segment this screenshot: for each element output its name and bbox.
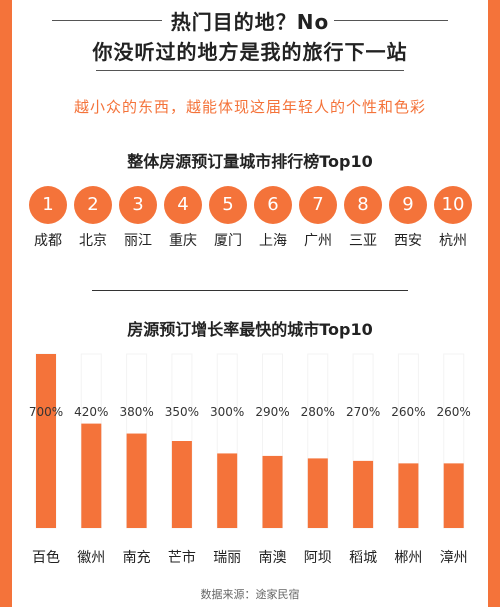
category-label: 百色 [32, 549, 60, 566]
bar-value-label: 300% [210, 405, 244, 419]
category-label: 漳州 [440, 549, 468, 566]
section-divider [92, 290, 408, 291]
ranking-item: 6 上海 [251, 186, 295, 250]
category-label: 郴州 [394, 550, 422, 566]
data-source: 数据来源：途家民宿 [200, 588, 300, 601]
page-title-line1: 热门目的地？No [170, 10, 330, 34]
bar [307, 458, 328, 528]
rank-badge: 4 [164, 186, 202, 224]
bar-value-label: 280% [301, 405, 335, 419]
title-rule-right [334, 20, 448, 21]
rank-badge: 5 [209, 186, 247, 224]
bar-value-label: 260% [437, 405, 471, 419]
rank-city-label: 杭州 [439, 233, 467, 249]
bar [36, 354, 56, 528]
rank-city-label: 西安 [394, 233, 422, 249]
rank-city-label: 三亚 [349, 233, 377, 249]
ranking-item: 1 成都 [26, 186, 70, 250]
category-label: 瑞丽 [213, 550, 241, 566]
category-label: 芒市 [168, 549, 196, 566]
bar [81, 423, 102, 528]
page-subtitle: 越小众的东西，越能体现这届年轻人的个性和色彩 [73, 98, 426, 116]
ranking-item: 10 杭州 [431, 186, 475, 250]
bar-value-label: 290% [255, 405, 289, 419]
bar [171, 441, 192, 528]
bar [262, 455, 283, 528]
bar [217, 453, 238, 528]
rank-badge: 2 [74, 186, 112, 224]
ranking-title: 整体房源预订量城市排行榜Top10 [127, 152, 373, 171]
bar [398, 463, 419, 528]
rank-city-label: 重庆 [169, 233, 197, 249]
category-label: 南澳 [259, 550, 287, 566]
ranking-item: 5 厦门 [206, 186, 250, 250]
ranking-item: 3 丽江 [116, 186, 160, 250]
rank-city-label: 上海 [259, 233, 287, 249]
growth-chart-title: 房源预订增长率最快的城市Top10 [127, 320, 373, 339]
bar-value-label: 380% [119, 405, 153, 419]
rank-badge: 10 [434, 186, 472, 224]
rank-city-label: 成都 [34, 233, 62, 249]
ranking-item: 2 北京 [71, 186, 115, 250]
bar [353, 460, 374, 528]
rank-city-label: 广州 [304, 233, 332, 249]
category-label: 稻城 [349, 550, 377, 566]
rank-city-label: 丽江 [124, 233, 152, 249]
rank-city-label: 厦门 [214, 233, 242, 249]
category-label: 阿坝 [304, 550, 332, 566]
ranking-item: 7 广州 [296, 186, 340, 250]
title-underline [96, 70, 404, 71]
page-title-line2: 你没听过的地方是我的旅行下一站 [92, 40, 408, 64]
bar-value-label: 270% [346, 405, 380, 419]
ranking-list: 1 成都 2 北京 3 丽江 4 重庆 5 厦门 6 上海 7 广州 8 三亚 [26, 186, 474, 258]
rank-badge: 6 [254, 186, 292, 224]
title-rule-left [52, 20, 162, 21]
rank-badge: 7 [299, 186, 337, 224]
bar [443, 463, 464, 528]
category-label: 徽州 [77, 550, 105, 566]
rank-city-label: 北京 [79, 233, 107, 249]
rank-badge: 8 [344, 186, 382, 224]
bar-value-label: 260% [391, 405, 425, 419]
rank-badge: 3 [119, 186, 157, 224]
bar-value-label: 420% [74, 405, 108, 419]
ranking-item: 8 三亚 [341, 186, 385, 250]
bar-value-label: 700% [29, 405, 63, 419]
growth-bar-chart: 700% 百色 420% 徽州 380% 南充 350% 芒市 300% 瑞丽 290% 南澳 280%… [29, 353, 471, 566]
ranking-item: 9 西安 [386, 186, 430, 250]
bar-value-label: 350% [165, 405, 199, 419]
category-label: 南充 [123, 550, 151, 566]
rank-badge: 1 [29, 186, 67, 224]
infographic-card: 热门目的地？No 你没听过的地方是我的旅行下一站 越小众的东西，越能体现这届年轻… [12, 0, 488, 607]
ranking-item: 4 重庆 [161, 186, 205, 250]
rank-badge: 9 [389, 186, 427, 224]
bar [126, 433, 147, 528]
